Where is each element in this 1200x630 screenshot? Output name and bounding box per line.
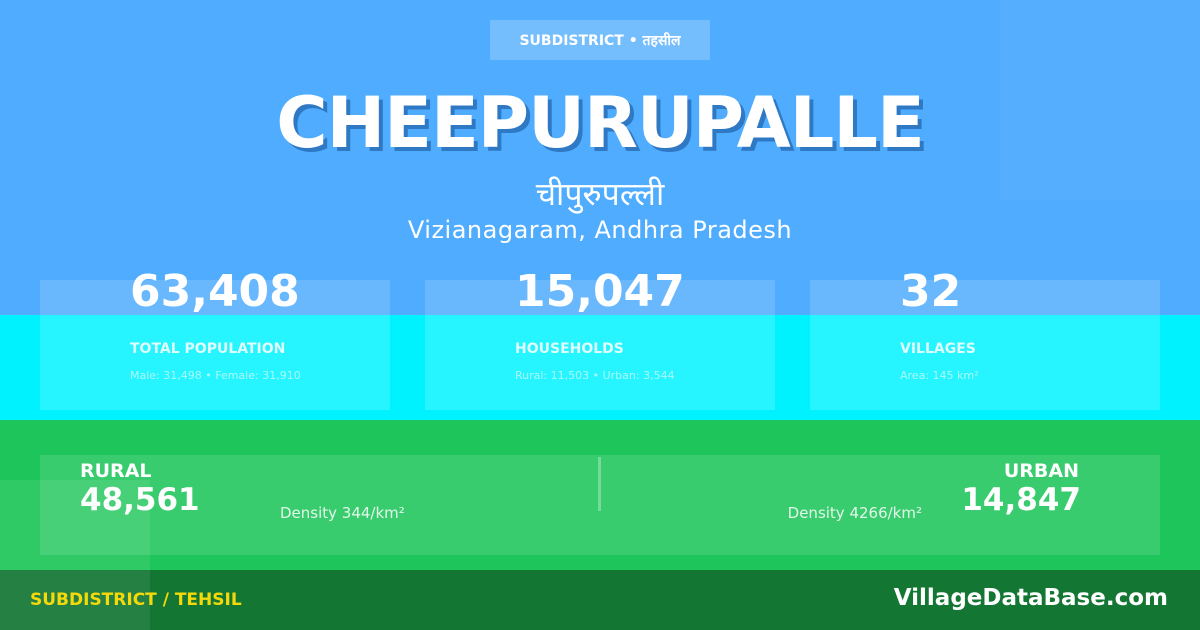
stat-sub: Male: 31,498 • Female: 31,910 xyxy=(130,369,301,382)
footer-category: SUBDISTRICT / TEHSIL xyxy=(30,590,242,610)
divider xyxy=(598,457,601,511)
stat-sub: Area: 145 km² xyxy=(900,369,979,382)
decor-square xyxy=(0,480,150,630)
rural-value: 48,561 xyxy=(80,482,200,518)
stat-card-households: 15,047 HOUSEHOLDS Rural: 11,503 • Urban:… xyxy=(425,266,775,410)
stat-value: 15,047 xyxy=(515,266,685,317)
type-badge: SUBDISTRICT • तहसील xyxy=(490,20,710,60)
stat-value: 32 xyxy=(900,266,962,317)
stat-label: TOTAL POPULATION xyxy=(130,341,286,357)
stat-label: HOUSEHOLDS xyxy=(515,341,624,357)
page-title: CHEEPURUPALLE xyxy=(276,82,925,164)
urban-label: URBAN xyxy=(1003,460,1079,482)
stat-value: 63,408 xyxy=(130,266,300,317)
stat-label: VILLAGES xyxy=(900,341,976,357)
urban-value: 14,847 xyxy=(961,482,1081,518)
stat-sub: Rural: 11,503 • Urban: 3,544 xyxy=(515,369,675,382)
footer-band xyxy=(0,570,1200,630)
rural-density: Density 344/km² xyxy=(280,504,405,522)
stats-band xyxy=(0,315,1200,420)
decor-square xyxy=(1000,0,1200,200)
stat-card-population: 63,408 TOTAL POPULATION Male: 31,498 • F… xyxy=(40,266,390,410)
rural-urban-band xyxy=(0,420,1200,570)
title-hindi: चीपुरुपल्ली xyxy=(535,175,665,213)
location: Vizianagaram, Andhra Pradesh xyxy=(407,216,793,244)
site-brand: VillageDataBase.com xyxy=(893,585,1168,611)
rural-urban-panel: RURAL 48,561 Density 344/km² URBAN 14,84… xyxy=(40,455,1160,555)
header-band xyxy=(0,0,1200,315)
stat-card-villages: 32 VILLAGES Area: 145 km² xyxy=(810,266,1160,410)
urban-density: Density 4266/km² xyxy=(787,504,922,522)
rural-label: RURAL xyxy=(80,460,152,482)
